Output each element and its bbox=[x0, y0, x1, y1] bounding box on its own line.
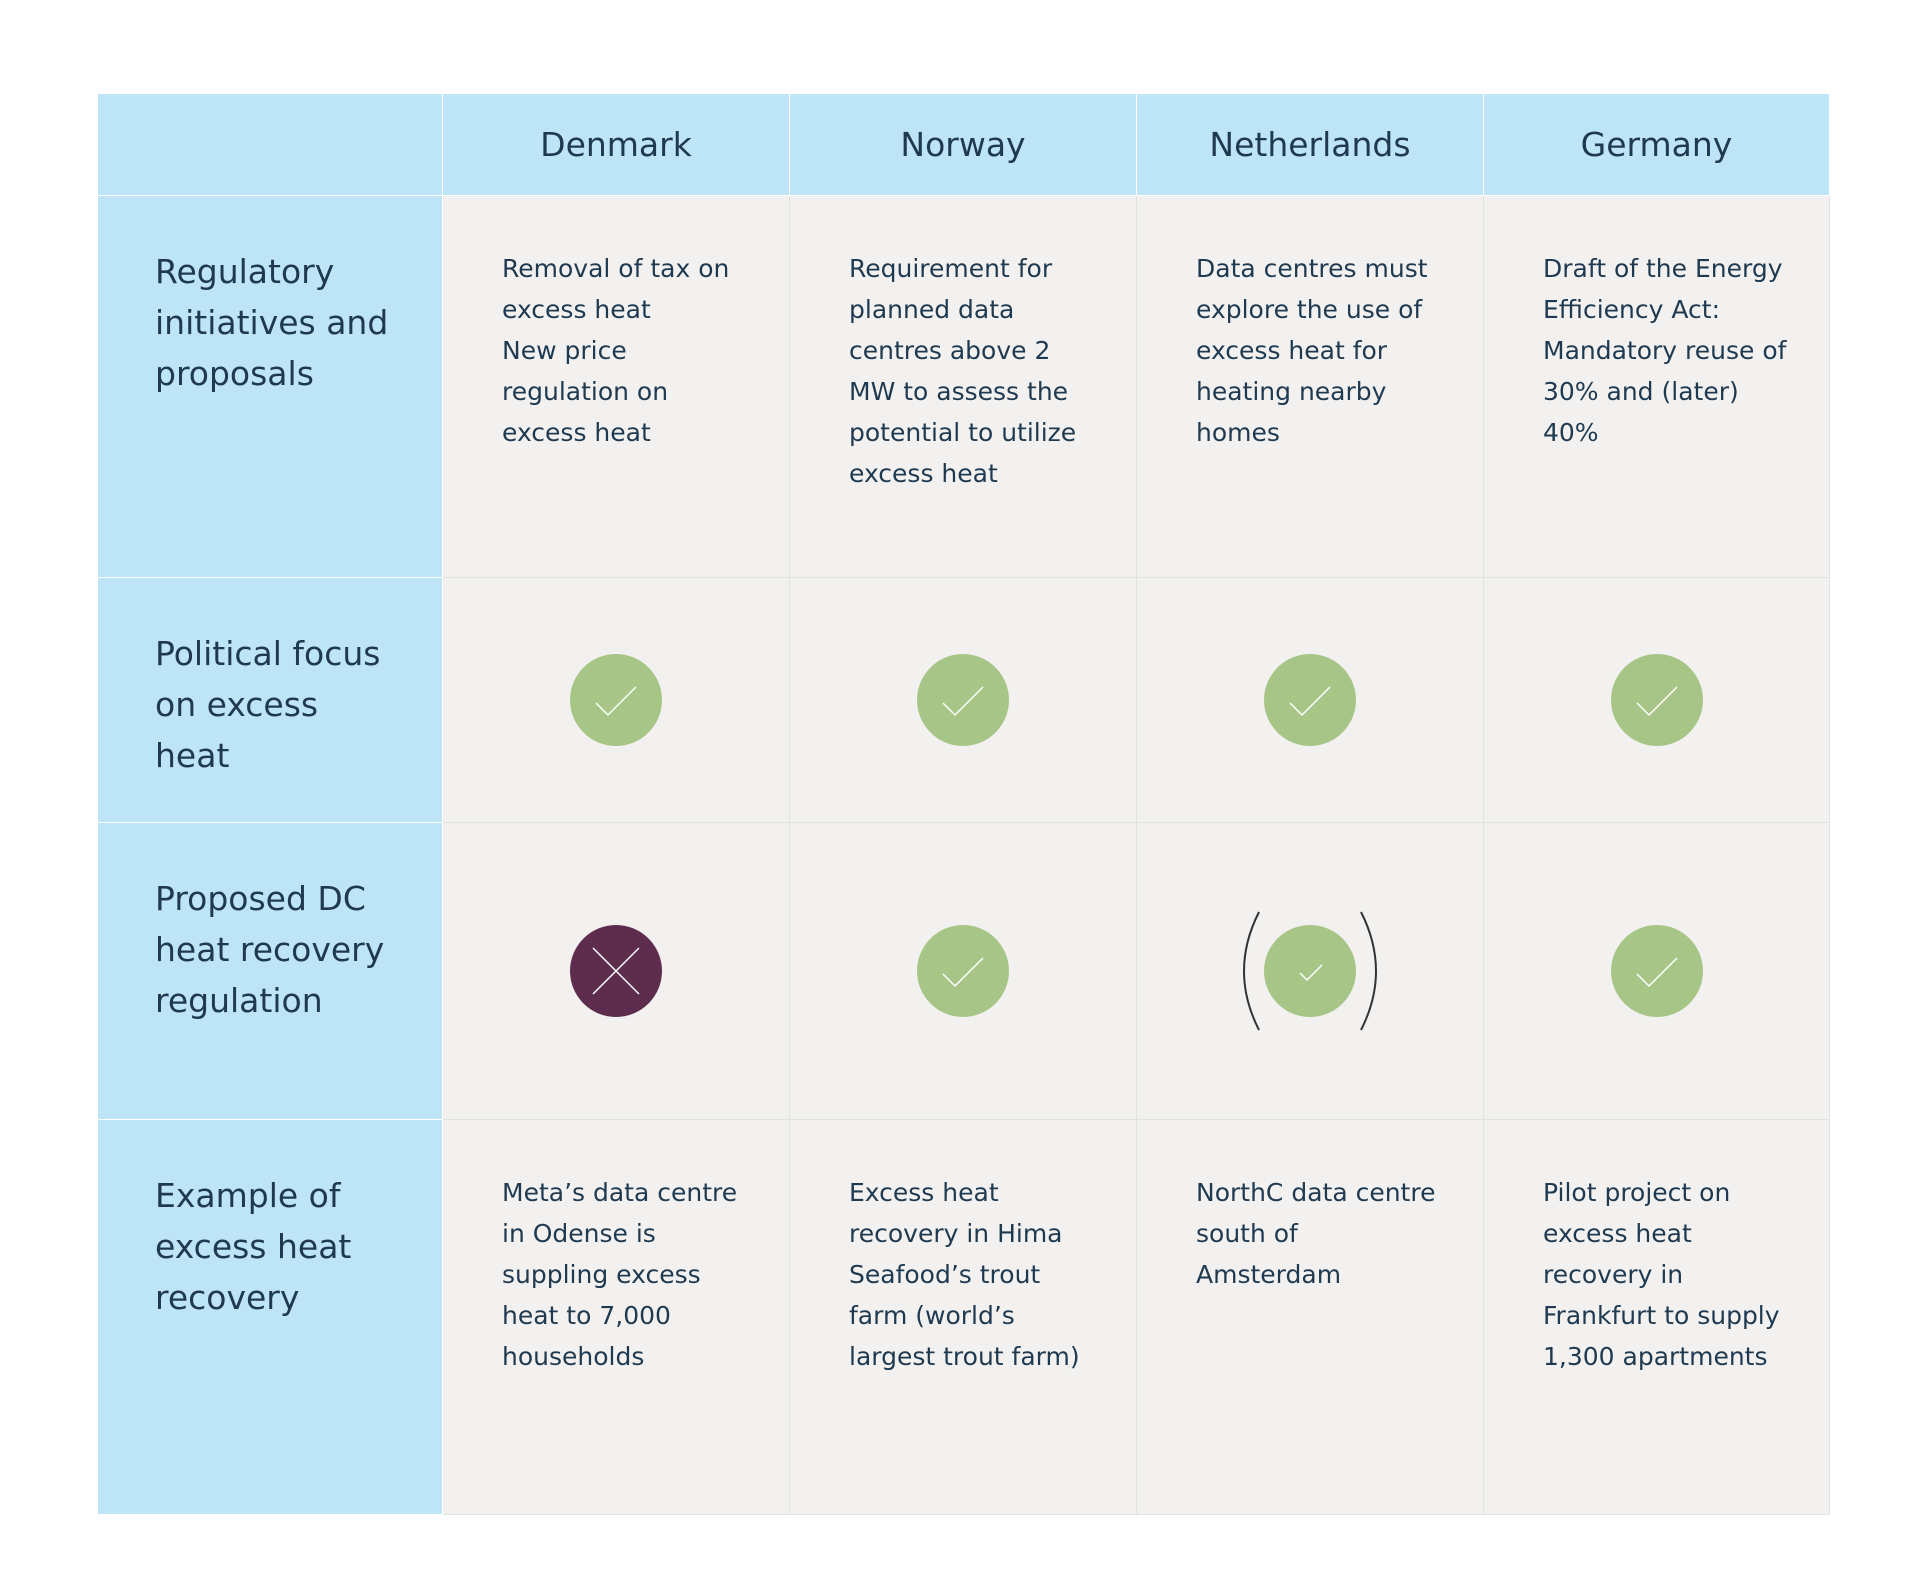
status-icon bbox=[917, 654, 1009, 746]
column-header: Netherlands bbox=[1137, 94, 1484, 196]
icon-cell bbox=[1484, 823, 1830, 1120]
corner-cell bbox=[98, 94, 443, 196]
cell-text: New price regulation on excess heat bbox=[502, 336, 669, 447]
text-cell: Requirement for planned data centres abo… bbox=[790, 196, 1137, 578]
column-header: Norway bbox=[790, 94, 1137, 196]
icon-cell bbox=[1137, 823, 1484, 1120]
status-icon bbox=[570, 654, 662, 746]
text-cell: Excess heat recovery in Hima Seafood’s t… bbox=[790, 1120, 1137, 1515]
cell-text: Draft of the Energy Efficiency Act: Mand… bbox=[1543, 254, 1787, 447]
column-header: Denmark bbox=[443, 94, 790, 196]
cell-text: NorthC data centre south of Amsterdam bbox=[1196, 1178, 1436, 1289]
text-cell: NorthC data centre south of Amsterdam bbox=[1137, 1120, 1484, 1515]
row-label: Political focus on excess heat bbox=[98, 578, 443, 823]
row-label: Regulatory initiatives and proposals bbox=[98, 196, 443, 578]
text-cell: Draft of the Energy Efficiency Act: Mand… bbox=[1484, 196, 1830, 578]
icon-cell bbox=[443, 823, 790, 1120]
text-cell: Pilot project on excess heat recovery in… bbox=[1484, 1120, 1830, 1515]
cell-text: Requirement for planned data centres abo… bbox=[849, 254, 1077, 488]
icon-cell bbox=[1484, 578, 1830, 823]
icon-cell bbox=[443, 578, 790, 823]
text-cell: Removal of tax on excess heat New price r… bbox=[443, 196, 790, 578]
cell-text: Removal of tax on excess heat bbox=[502, 254, 730, 324]
cell-text: Meta’s data centre in Odense is suppling… bbox=[502, 1178, 738, 1371]
cell-text: Excess heat recovery in Hima Seafood’s t… bbox=[849, 1178, 1080, 1371]
text-cell: Meta’s data centre in Odense is suppling… bbox=[443, 1120, 790, 1515]
status-icon bbox=[1610, 925, 1703, 1017]
status-icon bbox=[1610, 654, 1703, 746]
status-icon bbox=[1264, 654, 1356, 746]
status-icon bbox=[917, 925, 1009, 1017]
text-cell: Data centres must explore the use of exc… bbox=[1137, 196, 1484, 578]
cell-text: Data centres must explore the use of exc… bbox=[1196, 254, 1428, 447]
cell-text: Pilot project on excess heat recovery in… bbox=[1543, 1178, 1780, 1371]
icon-cell bbox=[790, 578, 1137, 823]
status-icon bbox=[1243, 911, 1377, 1031]
icon-cell bbox=[1137, 578, 1484, 823]
icon-cell bbox=[790, 823, 1137, 1120]
column-header: Germany bbox=[1484, 94, 1830, 196]
row-label: Proposed DC heat recovery regulation bbox=[98, 823, 443, 1120]
row-label: Example of excess heat recovery bbox=[98, 1120, 443, 1515]
status-icon bbox=[570, 925, 662, 1017]
comparison-table: Denmark Norway Netherlands Germany Regulator… bbox=[98, 94, 1830, 1515]
